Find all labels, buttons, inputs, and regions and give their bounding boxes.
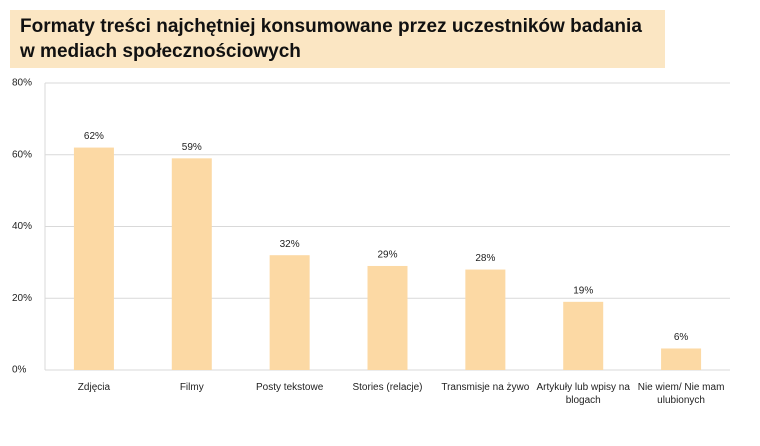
x-tick-label: Filmy (179, 382, 204, 393)
value-label: 62% (84, 131, 104, 142)
bar (367, 265, 408, 370)
y-tick-label: 0% (12, 365, 27, 376)
x-tick-label: Artykuły lub wpisy na blogach (536, 382, 630, 406)
y-tick-label: 80% (12, 78, 32, 89)
y-tick-label: 20% (12, 293, 32, 304)
x-tick-label: Zdjęcia (77, 382, 111, 393)
bar (171, 158, 212, 370)
y-tick-label: 60% (12, 149, 32, 160)
value-label: 6% (674, 332, 689, 343)
bar (73, 147, 114, 370)
value-label: 29% (377, 250, 397, 261)
bar (661, 348, 702, 370)
value-label: 59% (182, 142, 202, 153)
value-label: 32% (280, 239, 300, 250)
value-label: 19% (573, 285, 593, 296)
bar (269, 255, 310, 370)
x-tick-label: Posty tekstowe (256, 382, 324, 393)
chart-title: Formaty treści najchętniej konsumowane p… (10, 10, 665, 68)
y-tick-label: 40% (12, 221, 32, 232)
x-tick-label: Nie wiem/ Nie mam ulubionych (637, 382, 725, 406)
bar (465, 269, 506, 370)
value-label: 28% (475, 253, 495, 264)
x-tick-label: Transmisje na żywo (441, 382, 530, 393)
x-tick-label: Stories (relacje) (352, 382, 423, 393)
bar (563, 301, 604, 370)
